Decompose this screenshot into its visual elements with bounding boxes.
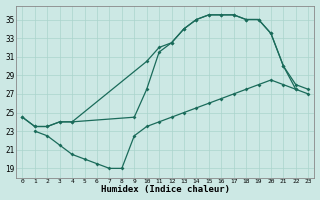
X-axis label: Humidex (Indice chaleur): Humidex (Indice chaleur) bbox=[101, 185, 230, 194]
